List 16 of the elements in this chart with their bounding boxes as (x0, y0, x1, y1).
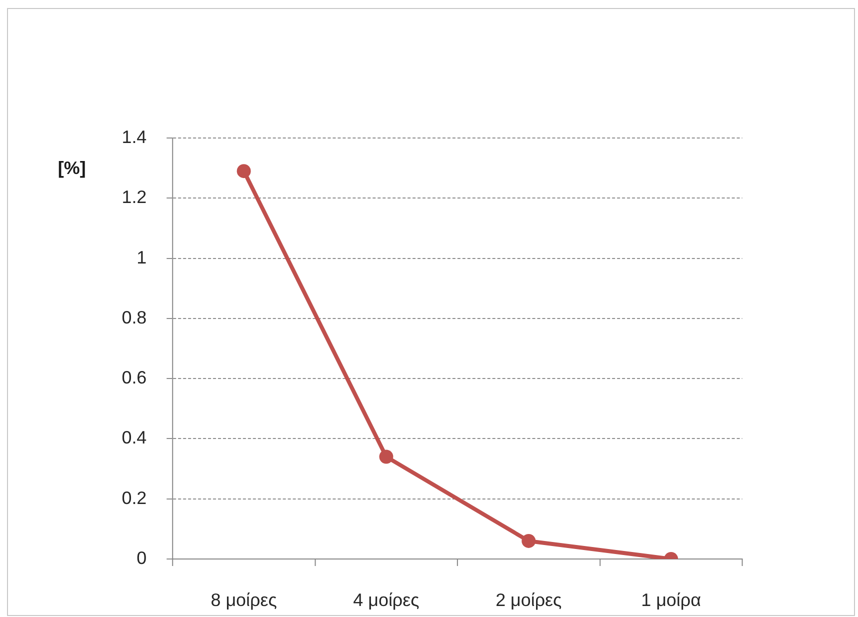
y-tick-label: 0.8 (122, 307, 147, 328)
y-tick-label: 0.6 (122, 368, 147, 388)
y-axis-title: [%] (58, 158, 86, 178)
point (379, 450, 394, 464)
x-tick-label: 8 μοίρες (210, 590, 278, 610)
x-tick-label: 2 μοίρες (496, 590, 562, 610)
point (522, 534, 536, 548)
y-tick-label: 1 (136, 247, 147, 268)
y-tick-label: 1.4 (122, 126, 147, 147)
y-tick-label: 1.2 (122, 187, 147, 208)
x-tick-label: 4 μοίρες (353, 590, 420, 610)
x-tick-label: 1 μοίρα (641, 590, 701, 610)
y-tick-label: 0 (136, 548, 147, 568)
y-tick-label: 0.4 (122, 428, 147, 448)
point (236, 164, 251, 178)
y-tick-label: 0.2 (122, 488, 147, 508)
